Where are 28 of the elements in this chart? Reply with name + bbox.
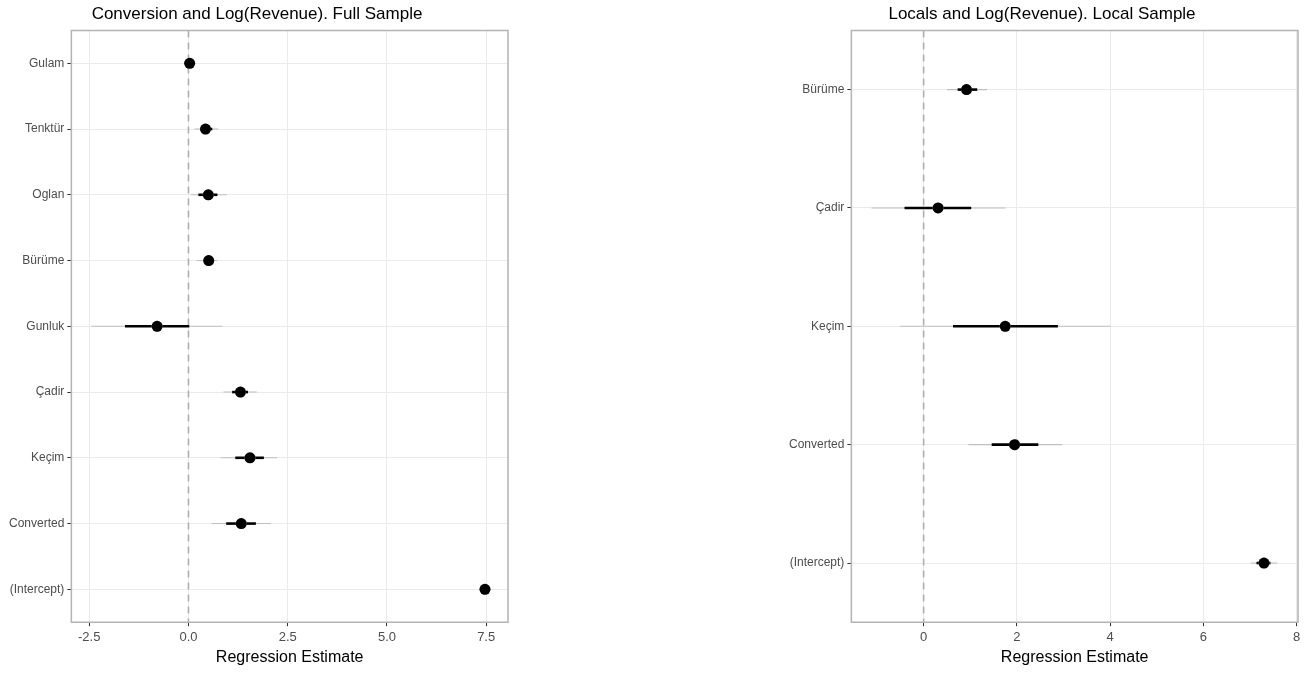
y-tick-label: Gunluk — [26, 318, 66, 333]
y-tick-label: (Intercept) — [789, 555, 845, 570]
y-tick-label: Çadir — [815, 200, 845, 215]
y-tick-label: Keçim — [811, 318, 845, 333]
y-tick-label: Bürüme — [22, 252, 65, 267]
y-tick-label: Tenktür — [25, 121, 65, 136]
x-tick-label: 0 — [920, 628, 928, 644]
y-tick-label: Keçim — [31, 450, 65, 465]
y-tick-label: Converted — [788, 436, 845, 451]
x-tick-label: 2 — [1013, 628, 1021, 644]
y-tick-label: Çadir — [35, 384, 65, 399]
y-tick-label: Converted — [8, 515, 65, 530]
x-tick-label: -2.5 — [78, 628, 101, 644]
x-tick-label: 7.5 — [477, 628, 496, 644]
x-axis-title: Regression Estimate — [1000, 647, 1149, 665]
y-tick-label: (Intercept) — [9, 581, 65, 596]
y-tick-label: Gulam — [29, 55, 65, 70]
x-tick-label: 8 — [1292, 628, 1301, 644]
x-tick-label: 2.5 — [278, 628, 297, 644]
x-tick-label: 4 — [1106, 628, 1114, 644]
chart-title: Conversion and Log(Revenue). Full Sample — [91, 3, 423, 23]
chart-title: Locals and Log(Revenue). Local Sample — [888, 3, 1196, 23]
y-tick-label: Bürüme — [802, 81, 845, 96]
x-axis-title: Regression Estimate — [215, 647, 364, 665]
y-tick-label: Oglan — [32, 187, 65, 202]
x-tick-label: 0.0 — [179, 628, 198, 644]
x-tick-label: 6 — [1199, 628, 1207, 644]
x-tick-label: 5.0 — [377, 628, 396, 644]
